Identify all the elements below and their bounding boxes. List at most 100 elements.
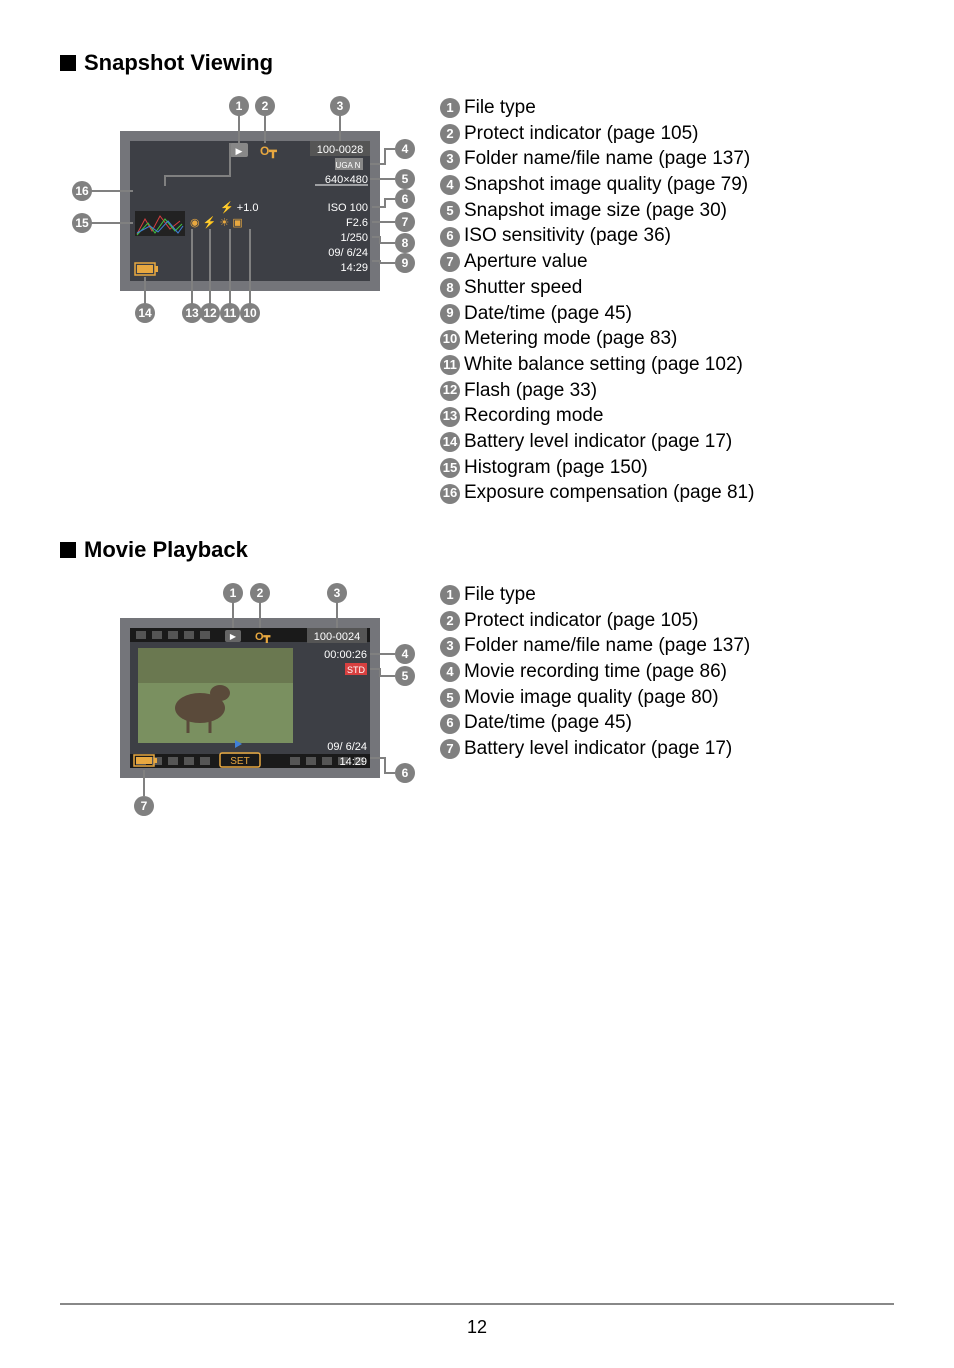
heading-bullet-icon	[60, 55, 76, 71]
legend-number-icon: 5	[440, 688, 460, 708]
svg-text:⚡ +1.0: ⚡ +1.0	[220, 201, 258, 214]
legend-item: 4Movie recording time (page 86)	[440, 660, 894, 685]
legend-item: 7Battery level indicator (page 17)	[440, 737, 894, 762]
heading-text: Movie Playback	[84, 537, 248, 563]
legend-text: Date/time (page 45)	[464, 711, 632, 736]
legend-text: Date/time (page 45)	[464, 302, 632, 327]
movie-legend: 1File type2Protect indicator (page 105)3…	[440, 578, 894, 763]
svg-text:ISO 100: ISO 100	[328, 202, 368, 214]
svg-text:640×480: 640×480	[325, 174, 368, 186]
svg-text:1/250: 1/250	[340, 232, 368, 244]
svg-text:00:00:26: 00:00:26	[324, 649, 367, 661]
legend-text: Snapshot image size (page 30)	[464, 199, 727, 224]
legend-item: 8Shutter speed	[440, 276, 894, 301]
legend-item: 11White balance setting (page 102)	[440, 353, 894, 378]
legend-number-icon: 1	[440, 98, 460, 118]
movie-diagram: ▶ O┳ 100-0024 00:00:26 STD SET 09/ 6/24 …	[60, 578, 440, 823]
svg-text:▶: ▶	[236, 146, 243, 156]
legend-number-icon: 4	[440, 175, 460, 195]
legend-number-icon: 6	[440, 227, 460, 247]
svg-text:1: 1	[236, 99, 243, 113]
legend-text: Snapshot image quality (page 79)	[464, 173, 748, 198]
legend-number-icon: 5	[440, 201, 460, 221]
legend-item: 6ISO sensitivity (page 36)	[440, 224, 894, 249]
legend-item: 12Flash (page 33)	[440, 379, 894, 404]
legend-item: 1File type	[440, 96, 894, 121]
svg-text:6: 6	[402, 192, 409, 206]
svg-text:O┳: O┳	[260, 144, 277, 159]
legend-item: 7Aperture value	[440, 250, 894, 275]
legend-number-icon: 8	[440, 278, 460, 298]
legend-number-icon: 13	[440, 407, 460, 427]
legend-item: 3Folder name/file name (page 137)	[440, 147, 894, 172]
svg-text:10: 10	[243, 306, 257, 320]
snapshot-diagram: ▶ O┳ 100-0028 UGA N 640×480 ⚡ +1.0 ◉ ⚡ ☀…	[60, 91, 440, 341]
legend-item: 13Recording mode	[440, 404, 894, 429]
legend-number-icon: 3	[440, 637, 460, 657]
svg-text:2: 2	[262, 99, 269, 113]
legend-number-icon: 9	[440, 304, 460, 324]
legend-text: ISO sensitivity (page 36)	[464, 224, 671, 249]
snapshot-legend: 1File type2Protect indicator (page 105)3…	[440, 91, 894, 507]
svg-text:7: 7	[402, 215, 409, 229]
svg-text:5: 5	[402, 172, 409, 186]
legend-number-icon: 10	[440, 330, 460, 350]
svg-text:2: 2	[257, 586, 264, 600]
svg-text:4: 4	[402, 142, 409, 156]
legend-number-icon: 2	[440, 611, 460, 631]
legend-text: Battery level indicator (page 17)	[464, 737, 732, 762]
svg-text:14: 14	[138, 306, 152, 320]
legend-number-icon: 15	[440, 458, 460, 478]
legend-text: Movie recording time (page 86)	[464, 660, 727, 685]
movie-row: ▶ O┳ 100-0024 00:00:26 STD SET 09/ 6/24 …	[60, 578, 894, 823]
legend-number-icon: 16	[440, 484, 460, 504]
svg-text:3: 3	[337, 99, 344, 113]
legend-text: Folder name/file name (page 137)	[464, 634, 750, 659]
legend-text: Folder name/file name (page 137)	[464, 147, 750, 172]
svg-text:16: 16	[75, 184, 89, 198]
legend-text: Exposure compensation (page 81)	[464, 481, 754, 506]
legend-text: Aperture value	[464, 250, 588, 275]
svg-text:09/ 6/24: 09/ 6/24	[327, 741, 367, 753]
legend-item: 10Metering mode (page 83)	[440, 327, 894, 352]
legend-number-icon: 14	[440, 432, 460, 452]
section-heading-snapshot: Snapshot Viewing	[60, 50, 894, 76]
page-number: 12	[60, 1303, 894, 1338]
svg-text:1: 1	[230, 586, 237, 600]
svg-text:13: 13	[185, 306, 199, 320]
legend-item: 1File type	[440, 583, 894, 608]
legend-item: 2Protect indicator (page 105)	[440, 122, 894, 147]
svg-text:5: 5	[402, 669, 409, 683]
legend-item: 16Exposure compensation (page 81)	[440, 481, 894, 506]
section-heading-movie: Movie Playback	[60, 537, 894, 563]
legend-text: Protect indicator (page 105)	[464, 122, 698, 147]
legend-item: 4Snapshot image quality (page 79)	[440, 173, 894, 198]
legend-text: File type	[464, 583, 536, 608]
svg-text:6: 6	[402, 766, 409, 780]
svg-text:14:29: 14:29	[340, 262, 368, 274]
svg-text:4: 4	[402, 647, 409, 661]
svg-text:F2.6: F2.6	[346, 217, 368, 229]
legend-number-icon: 12	[440, 381, 460, 401]
legend-item: 14Battery level indicator (page 17)	[440, 430, 894, 455]
svg-text:100-0024: 100-0024	[314, 631, 361, 643]
legend-item: 2Protect indicator (page 105)	[440, 609, 894, 634]
snapshot-row: ▶ O┳ 100-0028 UGA N 640×480 ⚡ +1.0 ◉ ⚡ ☀…	[60, 91, 894, 507]
legend-text: Metering mode (page 83)	[464, 327, 677, 352]
legend-number-icon: 7	[440, 739, 460, 759]
legend-item: 3Folder name/file name (page 137)	[440, 634, 894, 659]
svg-text:09/ 6/24: 09/ 6/24	[328, 247, 368, 259]
legend-item: 6Date/time (page 45)	[440, 711, 894, 736]
legend-text: Flash (page 33)	[464, 379, 597, 404]
legend-text: White balance setting (page 102)	[464, 353, 743, 378]
svg-text:12: 12	[203, 306, 217, 320]
legend-item: 5Snapshot image size (page 30)	[440, 199, 894, 224]
legend-text: Movie image quality (page 80)	[464, 686, 719, 711]
legend-text: File type	[464, 96, 536, 121]
legend-item: 5Movie image quality (page 80)	[440, 686, 894, 711]
legend-text: Recording mode	[464, 404, 603, 429]
svg-text:UGA N: UGA N	[336, 161, 361, 170]
heading-text: Snapshot Viewing	[84, 50, 273, 76]
svg-text:3: 3	[334, 586, 341, 600]
legend-text: Histogram (page 150)	[464, 456, 648, 481]
